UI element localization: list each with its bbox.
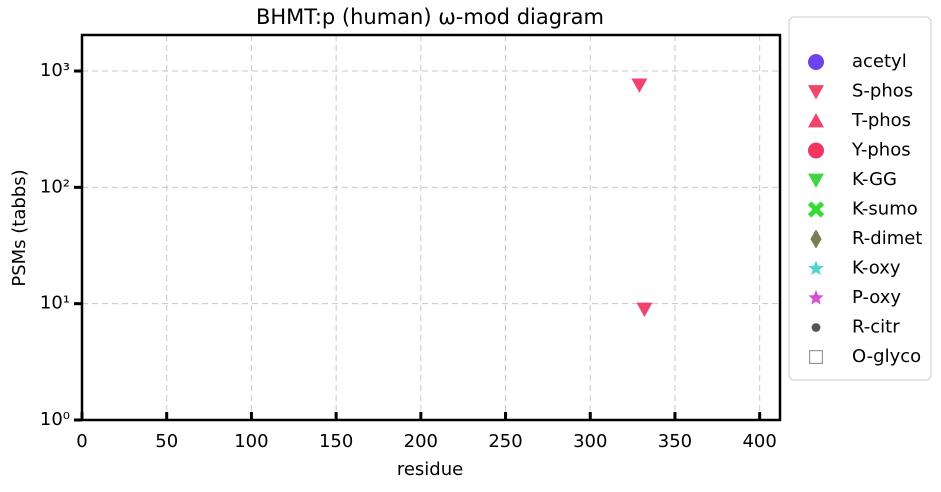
x-tick-label: 400 — [742, 431, 776, 452]
x-tick-label: 0 — [76, 431, 87, 452]
x-tick-label: 150 — [319, 431, 353, 452]
x-tick-label: 50 — [155, 431, 178, 452]
legend-label: R-citr — [852, 317, 900, 338]
legend-label: Y-phos — [851, 140, 911, 161]
x-tick-label: 100 — [234, 431, 268, 452]
x-tick-label: 350 — [658, 431, 692, 452]
y-tick-label: 10² — [40, 176, 70, 197]
legend-label: S-phos — [852, 81, 913, 102]
plot-frame — [80, 33, 782, 422]
legend-label: T-phos — [851, 110, 911, 131]
legend-marker — [810, 229, 822, 249]
legend-label: acetyl — [852, 51, 907, 72]
legend-marker — [811, 323, 821, 332]
legend-label: K-GG — [852, 169, 897, 190]
legend-marker — [808, 54, 824, 70]
x-axis-label: residue — [397, 459, 463, 480]
legend-label: P-oxy — [852, 287, 901, 308]
chart-title: BHMT:p (human) ω-mod diagram — [256, 5, 604, 29]
data-point — [631, 78, 648, 93]
x-tick-label: 250 — [488, 431, 522, 452]
y-tick-label: 10¹ — [40, 293, 70, 314]
legend-marker — [808, 173, 824, 188]
legend-box — [788, 16, 932, 381]
legend-label: O-glyco — [852, 346, 921, 367]
data-point — [636, 302, 653, 317]
legend-marker — [807, 201, 825, 218]
legend-label: K-oxy — [852, 258, 901, 279]
legend-marker — [808, 350, 823, 365]
y-axis-label: PSMs (tabbs) — [9, 169, 30, 286]
legend-marker — [808, 85, 824, 100]
y-tick-label: 10³ — [40, 60, 70, 81]
legend-label: R-dimet — [852, 228, 922, 249]
x-tick-label: 200 — [404, 431, 438, 452]
x-tick-label: 300 — [573, 431, 607, 452]
legend-marker — [808, 142, 824, 159]
legend-label: K-sumo — [852, 199, 918, 220]
y-tick-label: 10⁰ — [40, 409, 70, 430]
legend-marker — [808, 260, 824, 275]
legend-marker — [808, 113, 824, 128]
legend-marker — [808, 290, 824, 305]
